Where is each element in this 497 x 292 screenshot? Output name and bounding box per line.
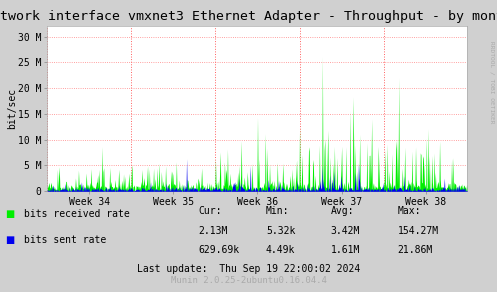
- Text: Last update:  Thu Sep 19 22:00:02 2024: Last update: Thu Sep 19 22:00:02 2024: [137, 264, 360, 274]
- Text: 154.27M: 154.27M: [398, 226, 439, 236]
- Text: 2.13M: 2.13M: [199, 226, 228, 236]
- Text: Max:: Max:: [398, 206, 421, 216]
- Text: 5.32k: 5.32k: [266, 226, 295, 236]
- Text: Avg:: Avg:: [331, 206, 354, 216]
- Text: Min:: Min:: [266, 206, 289, 216]
- Text: bits received rate: bits received rate: [24, 209, 130, 219]
- Text: ■: ■: [5, 209, 14, 219]
- Text: 4.49k: 4.49k: [266, 245, 295, 255]
- Y-axis label: bit/sec: bit/sec: [7, 88, 17, 129]
- Text: Munin 2.0.25-2ubuntu0.16.04.4: Munin 2.0.25-2ubuntu0.16.04.4: [170, 276, 327, 285]
- Text: Network interface vmxnet3 Ethernet Adapter - Throughput - by month: Network interface vmxnet3 Ethernet Adapt…: [0, 10, 497, 23]
- Text: RRDTOOL / TOBI OETIKER: RRDTOOL / TOBI OETIKER: [490, 41, 495, 123]
- Text: Cur:: Cur:: [199, 206, 222, 216]
- Text: 629.69k: 629.69k: [199, 245, 240, 255]
- Text: 3.42M: 3.42M: [331, 226, 360, 236]
- Text: 1.61M: 1.61M: [331, 245, 360, 255]
- Text: ■: ■: [5, 235, 14, 245]
- Text: bits sent rate: bits sent rate: [24, 235, 106, 245]
- Text: 21.86M: 21.86M: [398, 245, 433, 255]
